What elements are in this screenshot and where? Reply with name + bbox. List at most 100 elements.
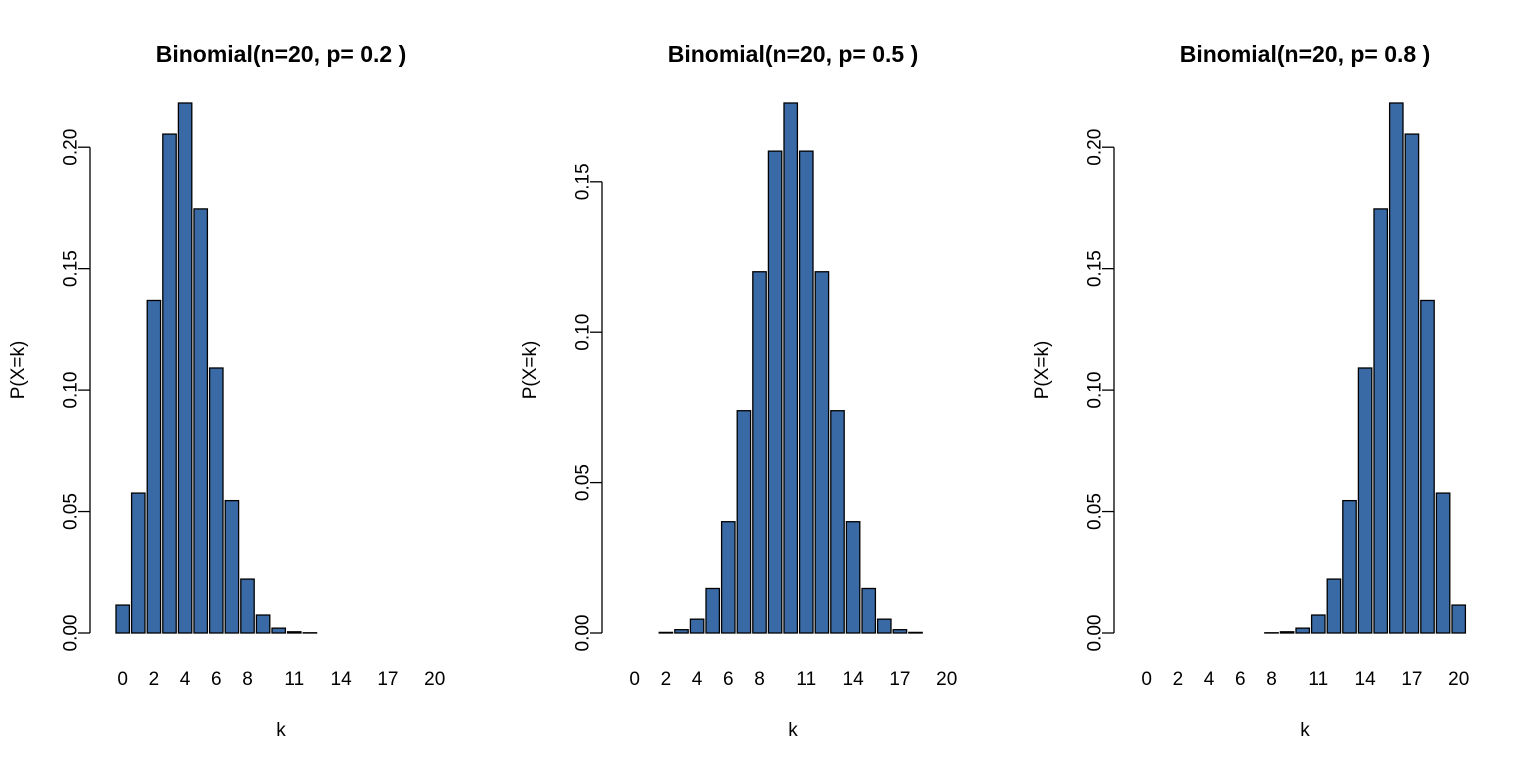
x-tick-label: 4	[1204, 669, 1215, 690]
bar-k-4	[689, 618, 705, 634]
x-tick-label: 8	[242, 669, 253, 690]
bar-k-19	[1435, 492, 1451, 634]
bar-k-13	[830, 410, 845, 634]
x-tick-label: 14	[843, 669, 865, 690]
bar-k-6	[208, 367, 224, 634]
x-axis-label: k	[276, 720, 286, 741]
bar-k-16	[1388, 102, 1404, 634]
x-tick-labels: 0 2 4 6 8 11 14 17 20	[1141, 669, 1469, 690]
x-tick-label: 11	[1308, 669, 1328, 690]
bar-k-12	[1326, 578, 1342, 634]
bar-k-8	[240, 578, 255, 634]
bar-k-12	[814, 271, 830, 634]
bar-k-5	[705, 587, 721, 634]
chart-title: Binomial(n=20, p= 0.8 )	[1180, 41, 1431, 67]
bar-k-0	[115, 604, 131, 634]
x-tick-labels: 0 2 4 6 8 11 14 17 20	[629, 669, 957, 690]
x-tick-labels: 0 2 4 6 8 11 14 17 20	[117, 669, 445, 690]
bar-k-10	[783, 102, 799, 634]
bar-k-17	[892, 629, 908, 634]
x-tick-label: 20	[424, 669, 445, 690]
x-tick-label: 17	[889, 669, 910, 690]
bar-k-18	[1420, 299, 1435, 634]
y-tick-label: 0.10	[1085, 372, 1106, 409]
bar-k-14	[845, 521, 861, 634]
bar-k-8	[752, 271, 767, 634]
x-tick-label: 6	[723, 669, 734, 690]
bar-k-3	[674, 629, 689, 634]
bar-k-20	[1451, 604, 1467, 634]
y-tick-label: 0.20	[1085, 129, 1106, 166]
x-axis-label: k	[788, 720, 798, 741]
panel-p-0-5: Binomial(n=20, p= 0.5 ) k P(X=k) 0.000.0…	[520, 41, 957, 741]
y-axis-label: P(X=k)	[8, 341, 29, 400]
bar-k-15	[861, 587, 877, 634]
panel-p-0-8: Binomial(n=20, p= 0.8 ) k P(X=k) 0.000.0…	[1032, 41, 1469, 741]
y-axis-label: P(X=k)	[1032, 341, 1053, 400]
x-tick-label: 8	[1266, 669, 1277, 690]
bar-k-11	[286, 631, 302, 634]
bar-k-7	[224, 499, 240, 634]
bar-k-5	[193, 208, 209, 634]
x-tick-label: 20	[1448, 669, 1469, 690]
x-tick-label: 2	[149, 669, 160, 690]
y-axis: 0.00 0.05 0.10 0.15 0.20	[1085, 129, 1115, 652]
chart-title: Binomial(n=20, p= 0.2 )	[156, 41, 407, 67]
y-tick-label: 0.15	[1085, 250, 1106, 287]
y-axis-label: P(X=k)	[520, 341, 541, 400]
x-tick-label: 2	[661, 669, 672, 690]
x-tick-label: 14	[1355, 669, 1377, 690]
x-tick-label: 20	[936, 669, 957, 690]
bar-k-9	[1279, 631, 1295, 634]
y-tick-label: 0.00	[573, 615, 594, 652]
bar-k-10	[1295, 627, 1311, 634]
bar-k-18	[908, 631, 923, 634]
bar-k-10	[271, 627, 287, 634]
y-tick-label: 0.05	[1085, 493, 1106, 530]
x-tick-label: 17	[377, 669, 398, 690]
x-tick-label: 0	[117, 669, 128, 690]
bar-k-14	[1357, 367, 1373, 634]
x-tick-label: 2	[1173, 669, 1184, 690]
x-tick-label: 0	[1141, 669, 1152, 690]
bar-k-16	[876, 618, 892, 634]
x-tick-label: 4	[180, 669, 191, 690]
x-tick-label: 0	[629, 669, 640, 690]
bar-k-6	[720, 521, 736, 634]
x-tick-label: 6	[211, 669, 222, 690]
bar-k-11	[1310, 614, 1326, 634]
y-tick-label: 0.15	[61, 250, 82, 287]
y-tick-label: 0.10	[573, 314, 594, 351]
bar-group	[115, 102, 318, 634]
y-tick-label: 0.10	[61, 372, 82, 409]
x-axis-label: k	[1300, 720, 1310, 741]
y-tick-label: 0.00	[61, 615, 82, 652]
bar-k-1	[130, 492, 146, 634]
y-axis: 0.00 0.05 0.10 0.15	[573, 163, 603, 652]
bar-k-4	[177, 102, 193, 634]
x-tick-label: 11	[284, 669, 304, 690]
y-tick-label: 0.20	[61, 129, 82, 166]
bar-k-7	[736, 410, 752, 634]
y-tick-label: 0.00	[1085, 615, 1106, 652]
x-tick-label: 14	[331, 669, 353, 690]
panel-p-0-2: Binomial(n=20, p= 0.2 ) k P(X=k) 0.000.0…	[8, 41, 445, 741]
bar-k-13	[1342, 499, 1357, 634]
bar-k-2	[146, 299, 162, 634]
y-tick-label: 0.15	[573, 163, 594, 200]
bar-k-9	[767, 150, 783, 634]
bar-k-17	[1404, 133, 1420, 634]
bar-k-9	[255, 614, 271, 634]
bar-k-2	[658, 631, 674, 634]
bar-k-3	[162, 133, 177, 634]
x-tick-label: 11	[796, 669, 816, 690]
bar-k-15	[1373, 208, 1389, 634]
bar-k-11	[798, 150, 814, 634]
x-tick-label: 17	[1401, 669, 1422, 690]
bar-group	[1264, 102, 1467, 634]
y-tick-label: 0.05	[573, 464, 594, 501]
bar-group	[658, 102, 923, 634]
x-tick-label: 6	[1235, 669, 1246, 690]
chart-title: Binomial(n=20, p= 0.5 )	[668, 41, 919, 67]
